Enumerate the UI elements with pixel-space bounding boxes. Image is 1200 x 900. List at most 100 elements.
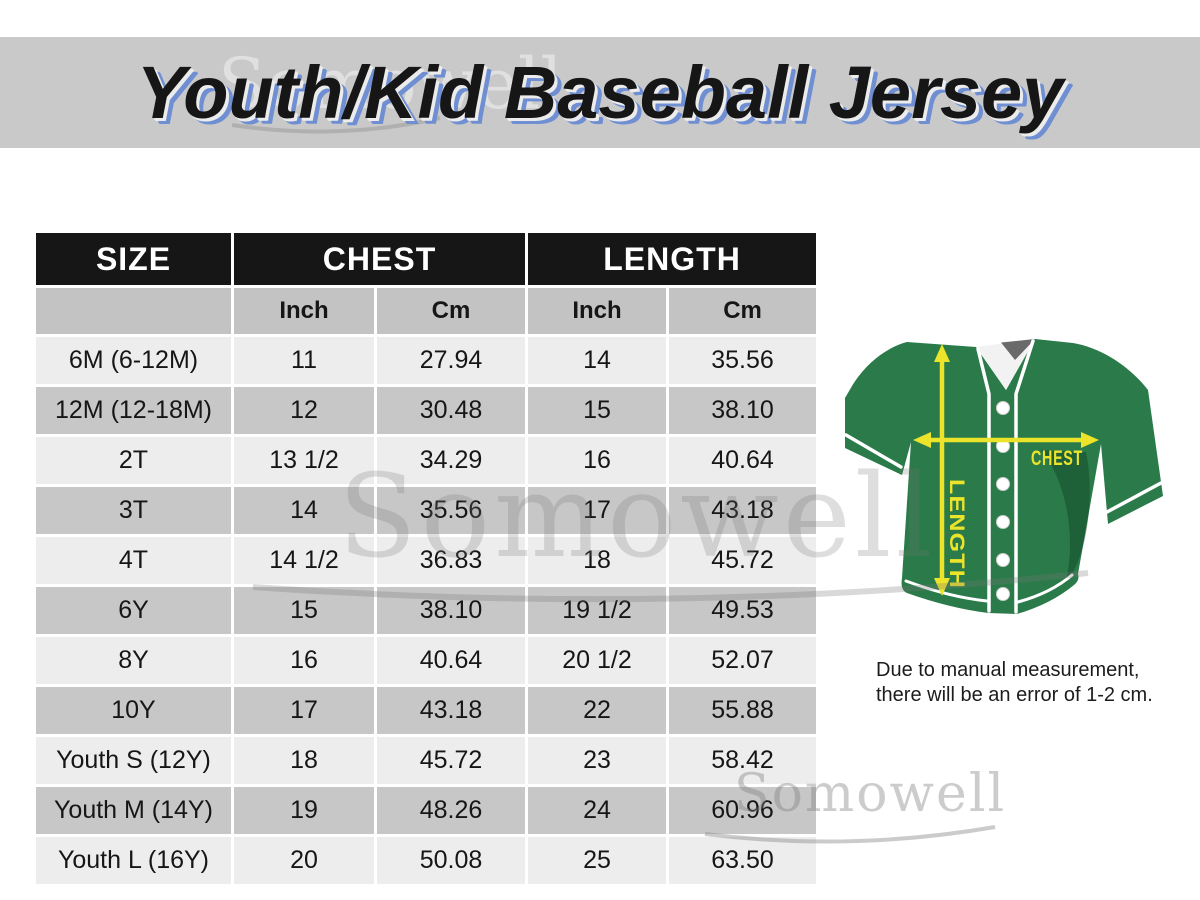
value-cell: 35.56	[377, 487, 526, 534]
table-row: 12M (12-18M) 12 30.48 15 38.10	[36, 387, 817, 434]
value-cell: 55.88	[669, 687, 817, 734]
header-length: LENGTH	[528, 233, 817, 285]
table-row: 2T 13 1/2 34.29 16 40.64	[36, 437, 817, 484]
value-cell: 14	[528, 337, 667, 384]
placket-piping-left	[976, 347, 991, 613]
note-line-2: there will be an error of 1-2 cm.	[876, 684, 1153, 706]
header-size: SIZE	[36, 233, 231, 285]
size-cell: 3T	[36, 487, 231, 534]
size-cell: 6Y	[36, 587, 231, 634]
jersey-buttons	[996, 401, 1010, 601]
note-line-1: Due to manual measurement,	[876, 659, 1140, 681]
value-cell: 14	[234, 487, 374, 534]
value-cell: 25	[528, 837, 667, 884]
value-cell: 30.48	[377, 387, 526, 434]
value-cell: 63.50	[669, 837, 817, 884]
value-cell: 43.18	[669, 487, 817, 534]
value-cell: 15	[234, 587, 374, 634]
jersey-button	[996, 553, 1010, 567]
table-row: Youth L (16Y) 20 50.08 25 63.50	[36, 837, 817, 884]
table-row: Youth S (12Y) 18 45.72 23 58.42	[36, 737, 817, 784]
value-cell: 14 1/2	[234, 537, 374, 584]
chest-label: CHEST	[1031, 447, 1083, 470]
value-cell: 23	[528, 737, 667, 784]
value-cell: 35.56	[669, 337, 817, 384]
subheader-chest-cm: Cm	[377, 288, 526, 334]
size-cell: Youth M (14Y)	[36, 787, 231, 834]
table-row: Youth M (14Y) 19 48.26 24 60.96	[36, 787, 817, 834]
value-cell: 58.42	[669, 737, 817, 784]
jersey-illustration: CHEST LENGTH	[844, 339, 1163, 614]
table-row: 4T 14 1/2 36.83 18 45.72	[36, 537, 817, 584]
chest-arrow	[913, 432, 1099, 448]
jersey-button	[996, 515, 1010, 529]
value-cell: 40.64	[669, 437, 817, 484]
sleeve-stripe-left	[844, 433, 903, 469]
hem-piping-left	[904, 579, 989, 603]
sleeve-stripe-right	[1105, 481, 1163, 514]
size-cell: 10Y	[36, 687, 231, 734]
value-cell: 18	[234, 737, 374, 784]
jersey-button	[996, 587, 1010, 601]
value-cell: 45.72	[377, 737, 526, 784]
value-cell: 12	[234, 387, 374, 434]
value-cell: 16	[528, 437, 667, 484]
length-arrow	[934, 344, 950, 596]
value-cell: 38.10	[377, 587, 526, 634]
value-cell: 20 1/2	[528, 637, 667, 684]
table-row: 3T 14 35.56 17 43.18	[36, 487, 817, 534]
value-cell: 34.29	[377, 437, 526, 484]
value-cell: 36.83	[377, 537, 526, 584]
value-cell: 48.26	[377, 787, 526, 834]
value-cell: 15	[528, 387, 667, 434]
table-row: 6Y 15 38.10 19 1/2 49.53	[36, 587, 817, 634]
table-subheader-row: Inch Cm Inch Cm	[36, 288, 817, 334]
value-cell: 20	[234, 837, 374, 884]
value-cell: 19	[234, 787, 374, 834]
value-cell: 38.10	[669, 387, 817, 434]
jersey-shading	[1041, 450, 1090, 584]
value-cell: 52.07	[669, 637, 817, 684]
value-cell: 24	[528, 787, 667, 834]
jersey-collar-shadow	[1001, 339, 1035, 360]
table-row: 10Y 17 43.18 22 55.88	[36, 687, 817, 734]
jersey-button	[996, 401, 1010, 415]
jersey-body	[845, 339, 1163, 614]
length-label: LENGTH	[945, 479, 968, 589]
size-cell: 8Y	[36, 637, 231, 684]
table-row: 8Y 16 40.64 20 1/2 52.07	[36, 637, 817, 684]
size-cell: Youth S (12Y)	[36, 737, 231, 784]
subheader-empty	[36, 288, 231, 334]
value-cell: 50.08	[377, 837, 526, 884]
measurement-note: Due to manual measurement, there will be…	[876, 658, 1156, 708]
value-cell: 43.18	[377, 687, 526, 734]
jersey-diagram: CHEST LENGTH	[844, 332, 1163, 658]
hem-piping-right	[1016, 573, 1074, 604]
subheader-chest-inch: Inch	[234, 288, 374, 334]
jersey-button	[996, 477, 1010, 491]
value-cell: 16	[234, 637, 374, 684]
placket-piping-right	[1014, 339, 1035, 614]
table-row: 6M (6-12M) 11 27.94 14 35.56	[36, 337, 817, 384]
value-cell: 19 1/2	[528, 587, 667, 634]
value-cell: 18	[528, 537, 667, 584]
value-cell: 60.96	[669, 787, 817, 834]
value-cell: 22	[528, 687, 667, 734]
value-cell: 17	[528, 487, 667, 534]
size-cell: 2T	[36, 437, 231, 484]
header-chest: CHEST	[234, 233, 526, 285]
title-banner: Somowell Youth/Kid Baseball Jersey	[0, 37, 1200, 148]
subheader-length-inch: Inch	[528, 288, 667, 334]
size-chart-table: SIZE CHEST LENGTH Inch Cm Inch Cm 6M (6-…	[33, 230, 820, 887]
value-cell: 45.72	[669, 537, 817, 584]
table-header-row: SIZE CHEST LENGTH	[36, 233, 817, 285]
value-cell: 40.64	[377, 637, 526, 684]
size-cell: Youth L (16Y)	[36, 837, 231, 884]
value-cell: 13 1/2	[234, 437, 374, 484]
page-title: Youth/Kid Baseball Jersey	[136, 51, 1064, 134]
value-cell: 49.53	[669, 587, 817, 634]
value-cell: 11	[234, 337, 374, 384]
size-cell: 6M (6-12M)	[36, 337, 231, 384]
subheader-length-cm: Cm	[669, 288, 817, 334]
size-cell: 12M (12-18M)	[36, 387, 231, 434]
